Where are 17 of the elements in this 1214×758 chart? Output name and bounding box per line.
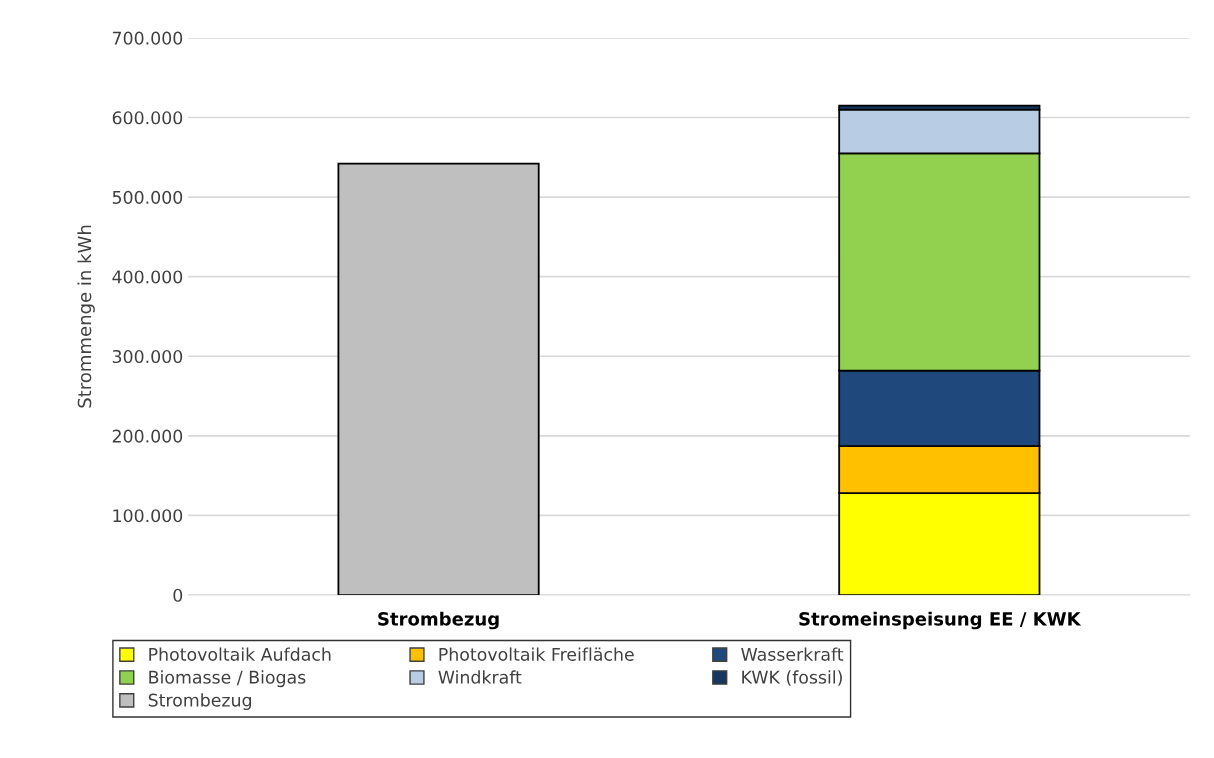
legend-label: Biomasse / Biogas [149,670,306,688]
legend-label: Photovoltaik Aufdach [149,647,331,661]
legend-label: KWK (fossil) [742,670,842,686]
y-tick-label: 200.000 [112,429,183,443]
y-tick-label: 600.000 [112,111,183,125]
legend-label: Wasserkraft [741,647,844,661]
y-tick-label: 0 [173,588,183,602]
legend-label: Strombezug [148,693,251,711]
x-tick-label: Stromeinspeisung EE / KWK [799,611,1082,630]
legend-label: Photovoltaik Freifläche [439,647,634,661]
y-axis-title: Strommenge in kWh [77,225,95,408]
legend-label: Windkraft [438,670,522,684]
y-tick-label: 500.000 [112,190,183,204]
y-tick-label: 300.000 [112,349,183,364]
y-tick-label: 100.000 [113,509,183,523]
y-tick-label: 400.000 [112,270,183,284]
y-tick-label: 700.000 [112,31,183,45]
